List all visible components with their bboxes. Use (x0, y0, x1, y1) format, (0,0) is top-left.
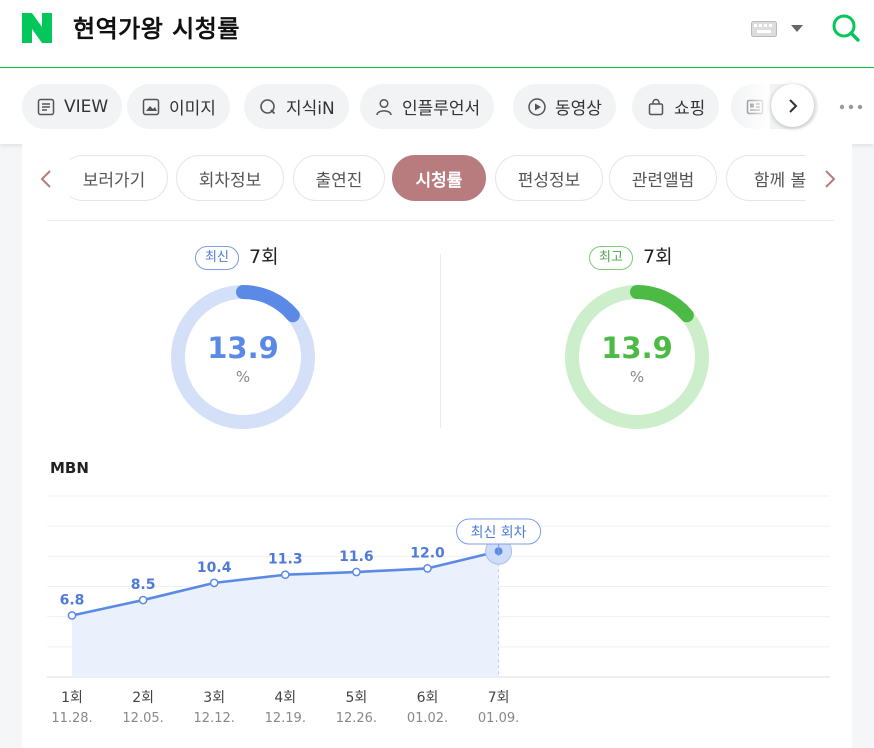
x-tick-date: 01.02. (407, 711, 448, 726)
x-tick-date: 12.26. (336, 711, 377, 726)
x-tick-date: 12.19. (265, 711, 306, 726)
filter-label: 쇼핑 (674, 99, 706, 119)
filter-label: 지식iN (286, 99, 335, 119)
divider (440, 254, 441, 428)
latest-rating-arc (236, 285, 300, 323)
search-query[interactable]: 현역가왕 시청률 (73, 15, 240, 43)
best-episode: 7회 (643, 246, 673, 268)
data-label: 11.3 (268, 552, 303, 568)
highlight-callout-label: 최신 회차 (471, 525, 527, 541)
search-icon[interactable] (830, 12, 862, 44)
data-point (423, 564, 432, 573)
x-tick-episode: 5회 (346, 690, 368, 706)
filter-fade (730, 84, 770, 129)
x-tick-episode: 2회 (132, 690, 154, 706)
filter-kin[interactable]: 지식iN (244, 84, 349, 129)
filter-influencer[interactable]: 인플루언서 (360, 84, 495, 129)
latest-badge: 최신 (195, 246, 239, 270)
chevron-right-icon (788, 98, 797, 113)
search-header: 현역가왕 시청률 (0, 0, 874, 68)
best-rating-value: 13.9 (601, 331, 673, 365)
chevron-down-icon[interactable] (791, 25, 803, 33)
best-rating-donut (565, 285, 709, 429)
x-tick-episode: 7회 (488, 690, 510, 706)
data-point (352, 567, 361, 577)
x-tick-date: 12.05. (122, 711, 163, 726)
latest-rating-value: 13.9 (207, 331, 279, 365)
filter-video[interactable]: 동영상 (513, 84, 616, 129)
subtab-episodes[interactable]: 회차정보 (176, 155, 284, 201)
chart-channel-label: MBN (50, 459, 89, 477)
program-subtabs: 보러가기 회차정보 출연진 시청률 편성정보 관련앨범 함께 볼 (70, 155, 806, 201)
q-icon (260, 98, 276, 114)
search-filter-bar: VIEW 이미지 지식iN 인플루언서 동영상 쇼핑 뉴스 (0, 69, 874, 144)
data-label: 8.5 (131, 577, 156, 593)
filter-next-button[interactable] (771, 84, 814, 127)
x-tick-date: 11.28. (51, 711, 92, 726)
x-tick-episode: 6회 (417, 690, 439, 706)
best-rating-arc (630, 285, 694, 323)
subtab-album[interactable]: 관련앨범 (609, 155, 717, 201)
image-icon (142, 98, 160, 115)
x-tick-episode: 1회 (61, 690, 83, 706)
filter-shopping[interactable]: 쇼핑 (632, 84, 720, 129)
subtab-watch[interactable]: 보러가기 (70, 155, 168, 201)
x-tick-episode: 4회 (274, 690, 296, 706)
best-rating-unit: % (629, 368, 645, 386)
data-point (209, 578, 219, 588)
data-point (67, 611, 77, 620)
x-tick-date: 01.09. (478, 711, 519, 726)
shopping-bag-icon (648, 98, 664, 115)
rating-line-chart: 6.8 1회 11.28. 8.5 2회 12.05. 10.4 3회 12.12. 11.3 4회… (47, 495, 830, 726)
latest-episode: 7회 (249, 246, 279, 268)
series-area (72, 551, 499, 677)
subtab-schedule[interactable]: 편성정보 (495, 155, 603, 201)
subtab-prev-button[interactable] (38, 168, 54, 190)
person-icon (376, 98, 392, 115)
filter-image[interactable]: 이미지 (127, 84, 230, 129)
subtab-cast[interactable]: 출연진 (293, 155, 385, 201)
naver-n-logo[interactable] (22, 13, 52, 43)
filter-view[interactable]: VIEW (22, 84, 123, 129)
divider (47, 220, 834, 221)
filter-label: 이미지 (169, 99, 216, 119)
x-tick-date: 12.12. (194, 711, 235, 726)
data-label: 11.6 (339, 549, 374, 565)
filter-label: 동영상 (555, 99, 602, 119)
data-label: 10.4 (197, 560, 232, 576)
subtab-together[interactable]: 함께 볼 (726, 155, 806, 201)
x-tick-episode: 3회 (203, 690, 225, 706)
latest-rating-donut (171, 285, 315, 429)
more-options-icon[interactable] (838, 97, 864, 117)
play-icon (528, 97, 546, 116)
keyboard-icon[interactable] (751, 21, 777, 37)
subtab-next-button[interactable] (822, 168, 838, 190)
data-label: 6.8 (60, 592, 85, 608)
filter-label: 인플루언서 (402, 99, 481, 119)
filter-label: VIEW (64, 96, 109, 117)
best-badge: 최고 (589, 246, 633, 270)
data-label: 12.0 (410, 545, 445, 561)
highlight-callout-box (456, 518, 542, 545)
data-point (138, 595, 148, 605)
document-icon (37, 98, 55, 115)
subtab-ratings[interactable]: 시청률 (392, 155, 486, 201)
latest-rating-unit: % (235, 368, 251, 386)
data-point (280, 570, 290, 580)
